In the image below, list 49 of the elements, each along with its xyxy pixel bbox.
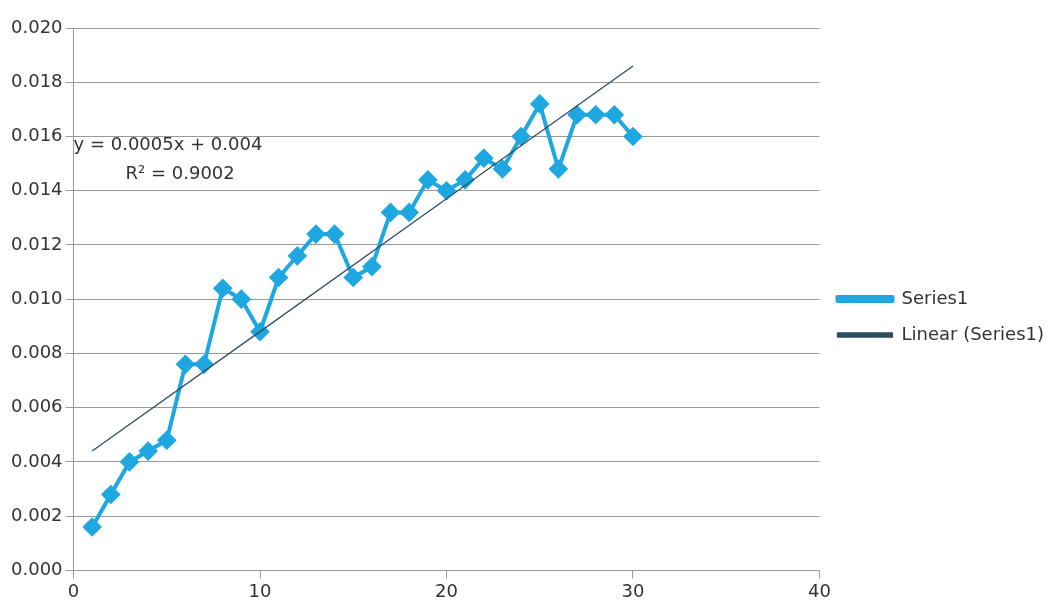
x-tick-label: 10 — [248, 579, 272, 601]
point — [586, 105, 605, 124]
point — [456, 170, 475, 189]
point — [101, 485, 120, 504]
point — [157, 431, 176, 450]
y-tick-label: 0.010 — [11, 286, 63, 308]
point — [344, 268, 363, 287]
legend-label: Linear (Series1) — [901, 322, 1044, 344]
point — [176, 355, 195, 374]
point — [381, 203, 400, 222]
x-tick-label: 30 — [621, 579, 645, 601]
y-tick-label: 0.006 — [11, 395, 63, 417]
y-tick-label: 0.000 — [11, 558, 63, 580]
x-tick-label: 0 — [67, 579, 80, 601]
point — [549, 160, 568, 179]
annotation: y = 0.0005x + 0.004 — [73, 132, 263, 154]
y-tick-label: 0.018 — [11, 69, 63, 91]
point — [493, 160, 512, 179]
point — [624, 127, 642, 146]
point — [120, 452, 139, 471]
y-tick-label: 0.012 — [11, 232, 63, 254]
point — [418, 170, 437, 189]
point — [195, 355, 214, 374]
point — [512, 127, 531, 146]
annotation: R² = 0.9002 — [125, 161, 235, 183]
x-tick-label: 20 — [435, 579, 458, 601]
point — [213, 279, 232, 298]
point — [232, 290, 251, 309]
point — [139, 442, 158, 461]
legend-label: Series1 — [901, 286, 969, 308]
point — [568, 105, 587, 124]
y-tick-label: 0.014 — [11, 178, 63, 200]
point — [437, 181, 456, 200]
y-tick-label: 0.002 — [11, 503, 63, 525]
point — [269, 268, 288, 287]
point — [306, 225, 325, 244]
point — [474, 149, 493, 168]
point — [325, 225, 344, 244]
y-tick-label: 0.020 — [11, 15, 63, 37]
point — [362, 257, 381, 276]
point — [400, 203, 419, 222]
y-tick-label: 0.008 — [11, 341, 63, 363]
point — [530, 94, 549, 113]
point — [83, 518, 102, 537]
y-tick-label: 0.016 — [11, 124, 63, 146]
y-tick-label: 0.004 — [11, 449, 63, 471]
point — [288, 246, 307, 265]
point — [605, 105, 624, 124]
x-tick-label: 40 — [808, 579, 831, 601]
